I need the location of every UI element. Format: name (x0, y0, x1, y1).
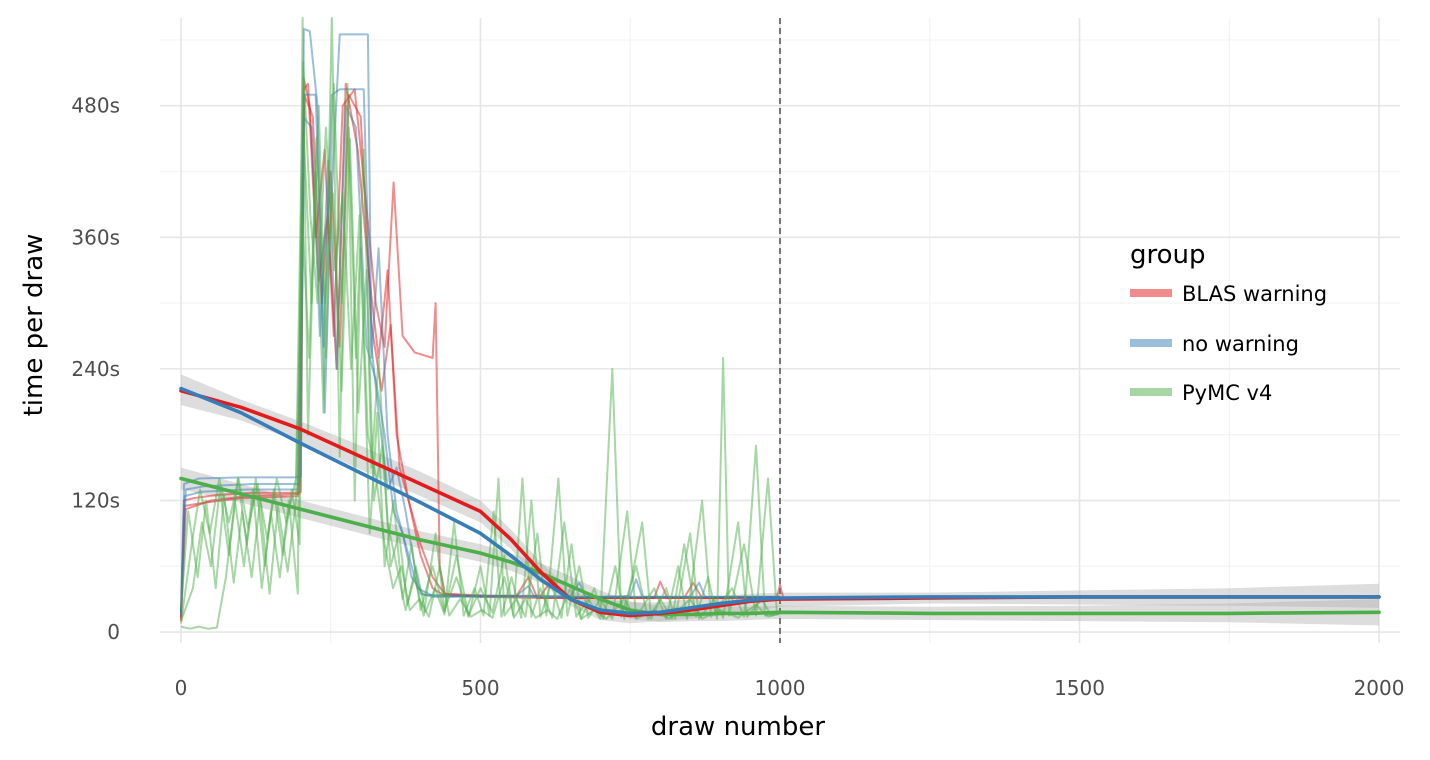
legend-title: group (1130, 240, 1206, 270)
y-tick-label: 360s (71, 225, 120, 249)
x-axis-ticks: 0 500 1000 1500 2000 (175, 676, 1405, 700)
legend-entry-no-warning: no warning (1130, 332, 1299, 356)
y-axis-title: time per draw (19, 234, 49, 417)
raw-draw-lines (180, 17, 784, 630)
raw-line-pymc-v4-9 (180, 137, 781, 620)
x-tick-label: 2000 (1354, 676, 1405, 700)
smoothed-trend-lines (179, 386, 1381, 618)
raw-line-blas-warning-1 (180, 82, 784, 617)
legend-key-blas-warning (1130, 289, 1172, 297)
legend-label-blas-warning: BLAS warning (1182, 282, 1327, 306)
legend-key-pymc-v4 (1130, 388, 1172, 396)
y-tick-label: 480s (71, 94, 120, 118)
x-tick-label: 1000 (755, 676, 806, 700)
raw-line-pymc-v4-8 (180, 82, 781, 622)
legend-entry-pymc-v4: PyMC v4 (1130, 381, 1272, 405)
legend-label-no-warning: no warning (1182, 332, 1299, 356)
y-tick-label: 240s (71, 357, 120, 381)
legend-label-pymc-v4: PyMC v4 (1182, 381, 1272, 405)
x-tick-label: 0 (175, 676, 188, 700)
x-tick-label: 500 (461, 676, 499, 700)
y-tick-label: 120s (71, 488, 120, 512)
y-tick-label: 0 (107, 620, 120, 644)
x-tick-label: 1500 (1054, 676, 1105, 700)
trend-line-no-warning (179, 386, 1381, 616)
legend: group BLAS warning no warning PyMC v4 (1130, 240, 1327, 405)
legend-key-no-warning (1130, 339, 1172, 347)
trend-line-pymc-v4 (179, 476, 1381, 617)
x-axis-title: draw number (651, 712, 825, 742)
legend-entry-blas-warning: BLAS warning (1130, 282, 1327, 306)
y-axis-ticks: 0 120s 240s 360s 480s (71, 94, 120, 644)
